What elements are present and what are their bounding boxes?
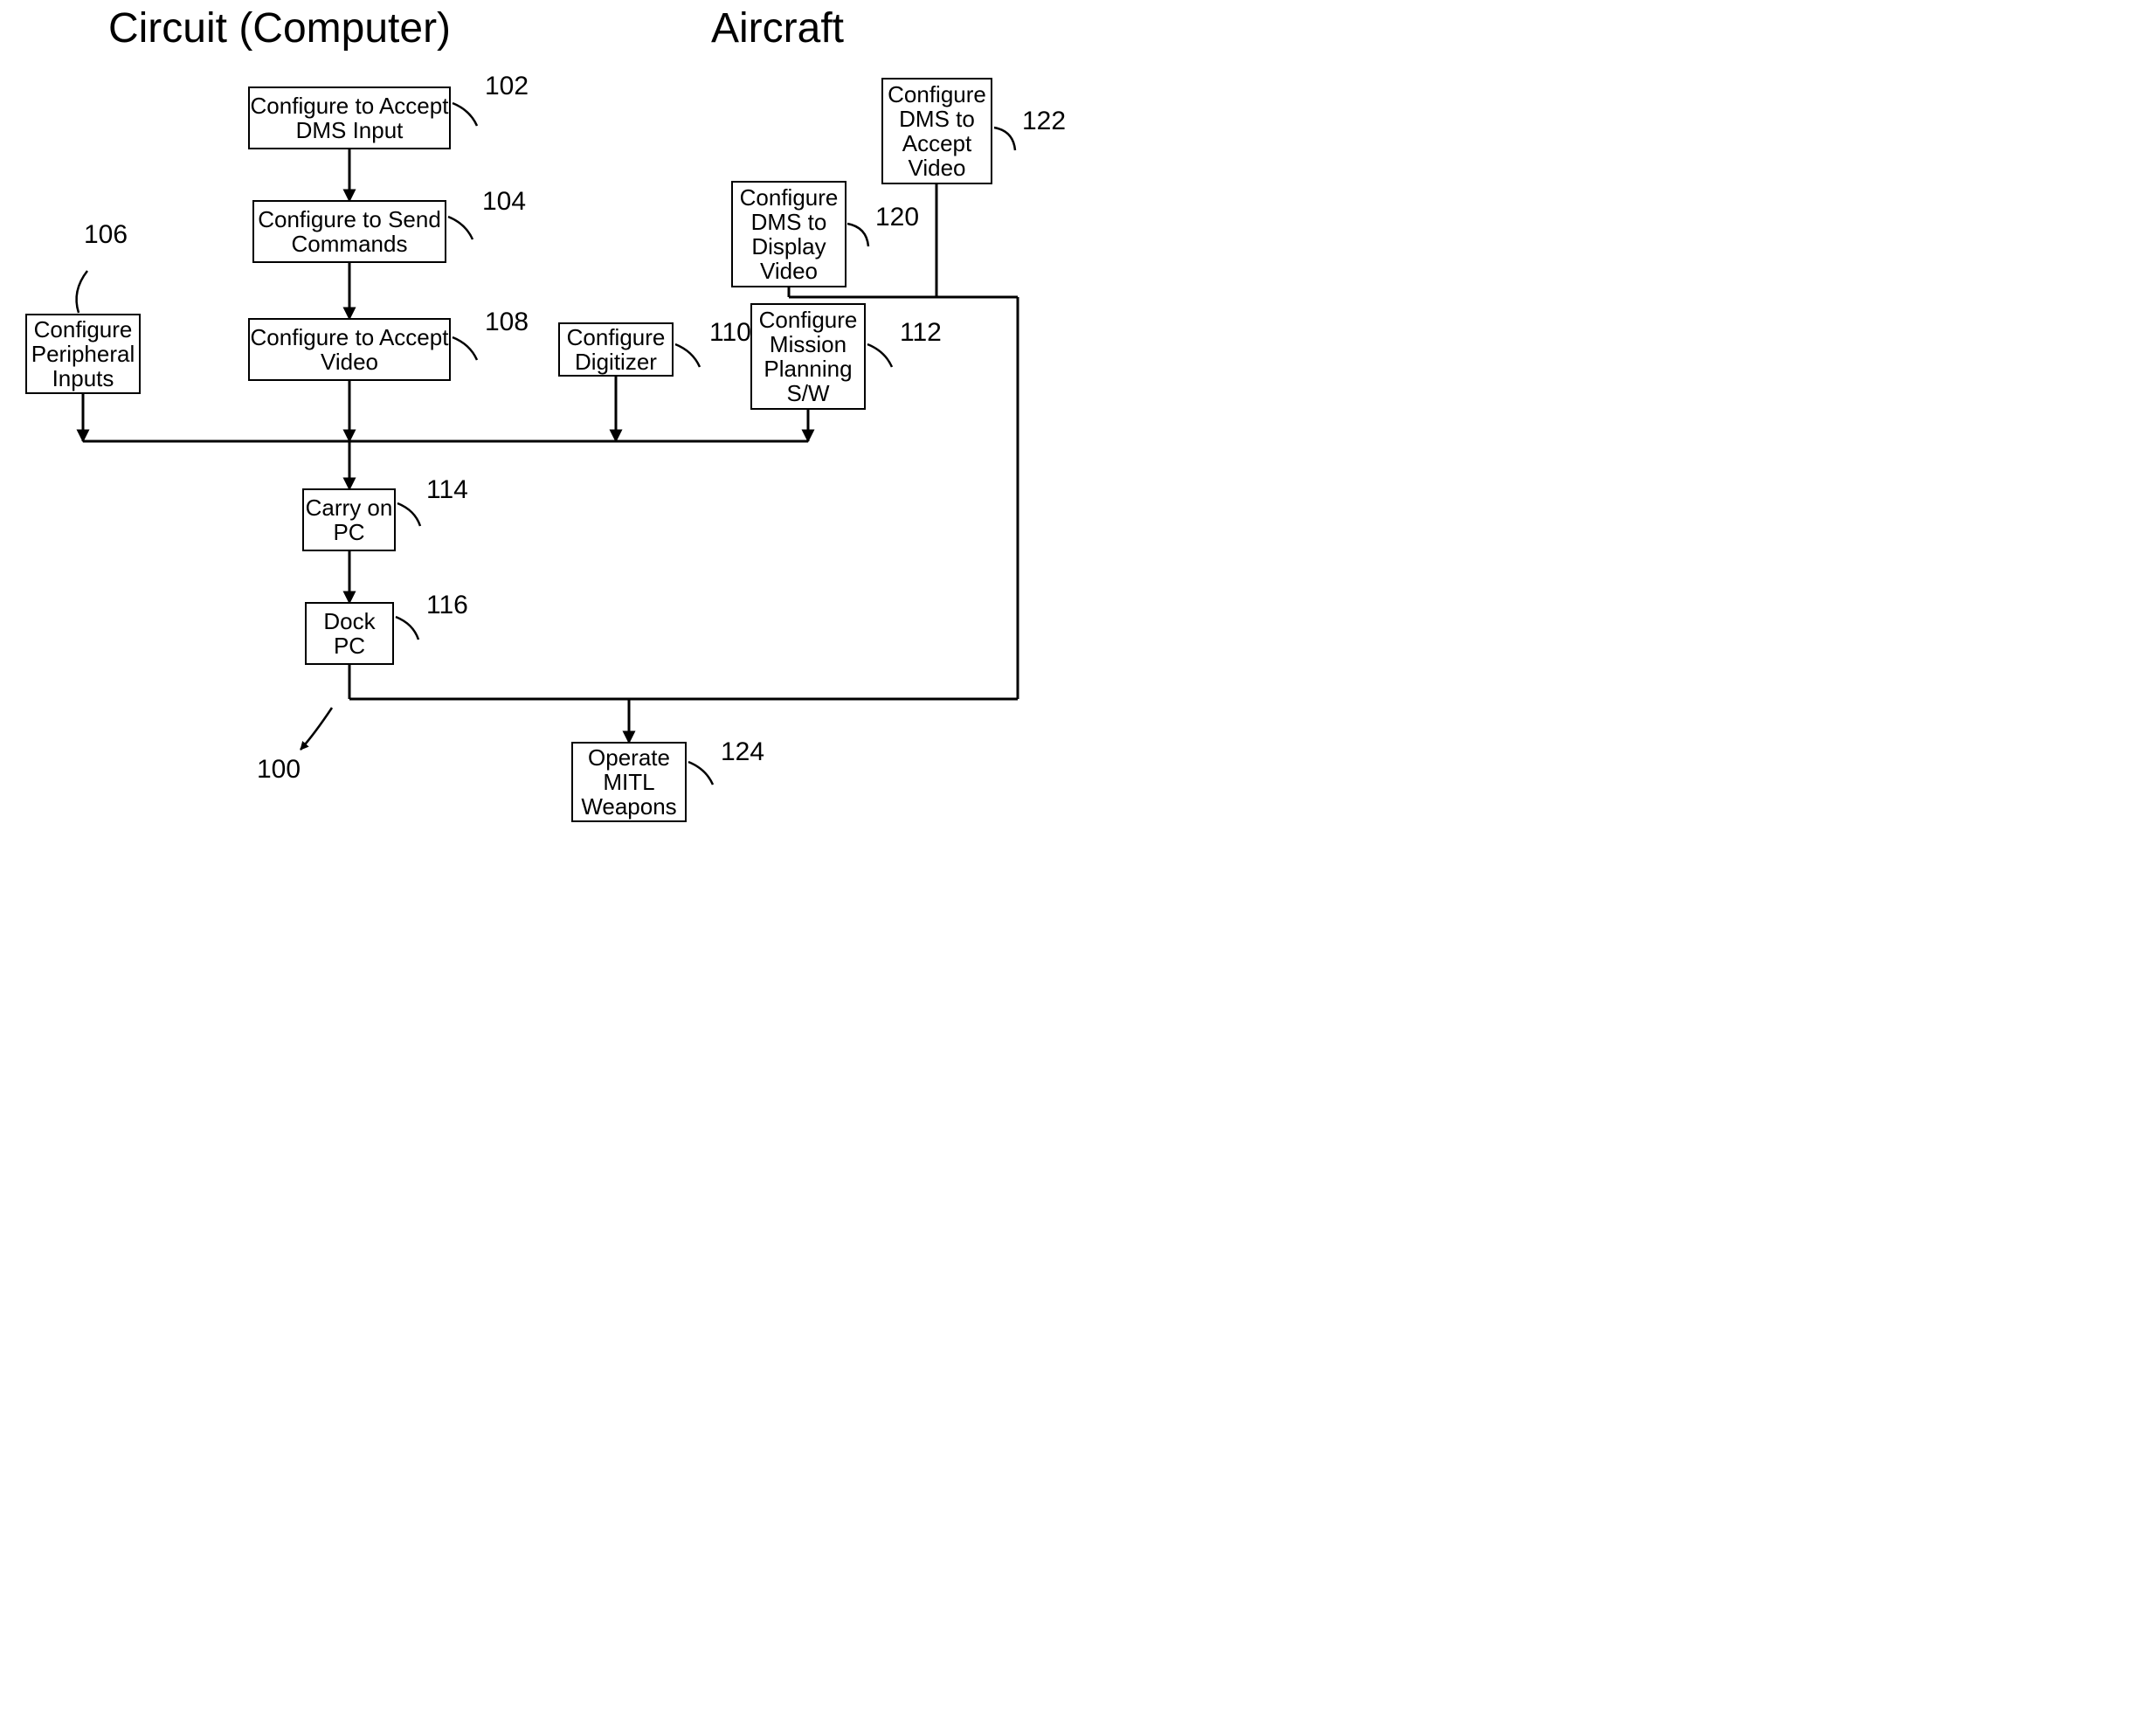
leader-n102: [453, 103, 477, 126]
leader-n112: [867, 344, 892, 367]
ref-n124: 124: [721, 737, 764, 766]
ref-n114: 114: [426, 475, 468, 504]
node-n110-line0: Configure: [567, 324, 666, 350]
node-n106-line0: Configure: [34, 316, 133, 343]
node-n104: Configure to SendCommands 104: [253, 187, 526, 262]
node-n122-line0: Configure: [888, 81, 986, 107]
node-n106-line2: Inputs: [52, 365, 114, 391]
node-n122-line1: DMS to: [899, 106, 975, 132]
node-n120: ConfigureDMS toDisplayVideo 120: [732, 182, 919, 287]
node-n102: Configure to AcceptDMS Input 102: [249, 72, 529, 149]
node-n116-line0: Dock: [323, 608, 376, 634]
ref-n102: 102: [485, 72, 529, 100]
node-n110: ConfigureDigitizer 110: [559, 318, 751, 376]
node-n108-line0: Configure to Accept: [251, 324, 450, 350]
node-n122: ConfigureDMS toAcceptVideo 122: [882, 79, 1066, 183]
node-n114: Carry onPC 114: [303, 475, 468, 550]
hdr-aircraft: Aircraft: [711, 5, 844, 52]
leader-n124: [688, 762, 713, 785]
node-n120-line3: Video: [760, 258, 818, 284]
leader-n108: [453, 337, 477, 360]
node-n114-line0: Carry on: [306, 495, 393, 521]
node-n120-line1: DMS to: [751, 209, 827, 235]
node-n124-line1: MITL: [603, 769, 654, 795]
node-n106: ConfigurePeripheralInputs 106: [26, 220, 140, 393]
ref-n120: 120: [875, 203, 919, 232]
leader-n110: [675, 344, 700, 367]
node-n112-line1: Mission: [770, 331, 847, 357]
leader-n104: [448, 217, 473, 239]
leader-n106: [77, 271, 87, 313]
node-n108-line1: Video: [321, 349, 378, 375]
ref-n116: 116: [426, 591, 468, 619]
ref-n112: 112: [900, 318, 942, 347]
node-n102-line0: Configure to Accept: [251, 93, 450, 119]
node-n124: OperateMITLWeapons 124: [572, 737, 764, 821]
leader-100: [301, 708, 332, 750]
node-n102-line1: DMS Input: [296, 117, 404, 143]
node-n124-line2: Weapons: [581, 793, 676, 820]
ref-n104: 104: [482, 187, 526, 216]
leader-n114: [397, 503, 420, 526]
node-n104-line1: Commands: [292, 231, 408, 257]
node-n120-line2: Display: [751, 233, 826, 259]
leader-n120: [847, 224, 868, 246]
ref-n108: 108: [485, 308, 529, 336]
leader-n116: [396, 617, 418, 640]
ref-n106: 106: [84, 220, 128, 249]
node-n124-line0: Operate: [588, 744, 670, 771]
ref-n122: 122: [1022, 107, 1066, 135]
node-n114-line1: PC: [333, 519, 364, 545]
node-n112-line0: Configure: [759, 307, 858, 333]
node-n122-line3: Video: [908, 155, 965, 181]
node-n106-line1: Peripheral: [31, 341, 135, 367]
node-n120-line0: Configure: [740, 184, 839, 211]
ref-n110: 110: [709, 318, 751, 347]
node-n122-line2: Accept: [902, 130, 972, 156]
node-n116-line1: PC: [334, 633, 365, 659]
node-n104-line0: Configure to Send: [258, 206, 441, 232]
node-n112-line2: Planning: [764, 356, 852, 382]
hdr-circuit: Circuit (Computer): [108, 5, 451, 52]
node-n110-line1: Digitizer: [575, 349, 657, 375]
leader-n122: [994, 128, 1015, 150]
node-n112-line3: S/W: [786, 380, 830, 406]
node-n112: ConfigureMissionPlanningS/W 112: [751, 304, 942, 409]
ref-100: 100: [257, 755, 301, 784]
node-n108: Configure to AcceptVideo 108: [249, 308, 529, 380]
node-n116: DockPC 116: [306, 591, 468, 664]
